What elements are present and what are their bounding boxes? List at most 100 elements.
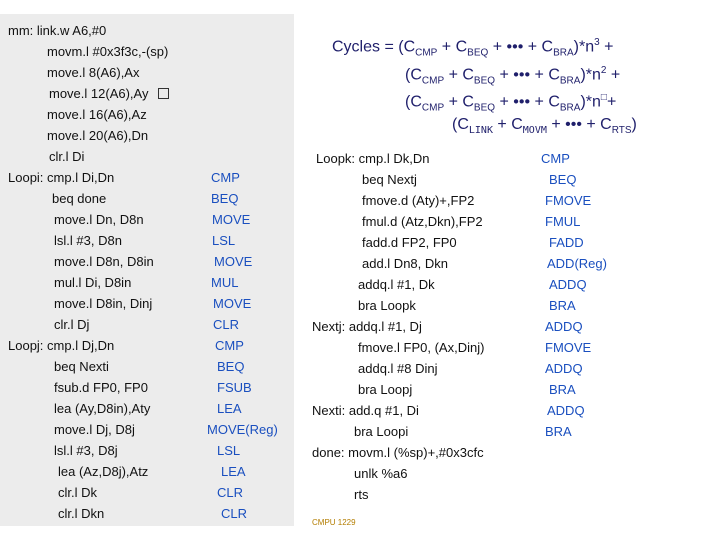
op-label: CLR: [217, 485, 244, 500]
formula-text: (C: [452, 116, 469, 133]
formula-subscript: BRA: [559, 102, 581, 114]
cycles-formula-line-3: (CCMP + CBEQ + ••• + CBRA)*n□+: [405, 88, 616, 119]
op-label: ADDQ: [547, 403, 585, 418]
op-label: FMUL: [545, 214, 581, 229]
cycles-formula-line-1: Cycles = (CCMP + CBEQ + ••• + CBRA)*n3 +: [332, 33, 613, 64]
code-line: rts: [354, 487, 369, 502]
code-line: move.l 16(A6),Az: [47, 107, 147, 122]
code-line: move.l 20(A6),Dn: [47, 128, 149, 143]
code-line: Loopi: cmp.l Di,Dn: [8, 170, 115, 185]
code-line: addq.l #8 Dinj: [358, 361, 438, 376]
code-line: fmove.l FP0, (Ax,Dinj): [358, 340, 485, 355]
formula-subscript: RTS: [611, 125, 632, 137]
code-line: clr.l Di: [49, 149, 85, 164]
op-label: FMOVE: [545, 340, 592, 355]
op-label: LSL: [217, 443, 241, 458]
code-line: lsl.l #3, D8n: [54, 233, 122, 248]
op-label: MOVE: [214, 254, 253, 269]
formula-exponent: □: [600, 92, 607, 103]
code-line: move.l D8n, D8in: [54, 254, 154, 269]
cycles-formula-line-2: (CCMP + CBEQ + ••• + CBRA)*n2 +: [405, 61, 620, 92]
code-line: fmove.d (Aty)+,FP2: [362, 193, 475, 208]
formula-subscript: BEQ: [473, 75, 496, 87]
cycles-formula-line-4: (CLINK + CMOVM + ••• + CRTS): [452, 115, 637, 141]
op-label: BRA: [549, 382, 576, 397]
op-label: CMP: [541, 151, 570, 166]
formula-subscript: CMP: [415, 47, 438, 59]
op-label: BEQ: [549, 172, 577, 187]
op-label: CMP: [215, 338, 244, 353]
code-line: fadd.d FP2, FP0: [362, 235, 457, 250]
op-label: CLR: [213, 317, 240, 332]
formula-exponent: 2: [600, 65, 607, 76]
formula-text: + C: [437, 38, 468, 56]
code-line: beq Nexti: [54, 359, 109, 374]
code-line: mm: link.w A6,#0: [8, 23, 107, 38]
formula-text: + C: [444, 93, 474, 111]
formula-text: + ••• + C: [488, 38, 554, 56]
op-label: CMP: [211, 170, 240, 185]
code-line: Nexti: add.q #1, Di: [312, 403, 419, 418]
op-label: FMOVE: [545, 193, 592, 208]
formula-text: + C: [444, 66, 474, 84]
code-line: add.l Dn8, Dkn: [362, 256, 448, 271]
code-line: clr.l Dj: [54, 317, 90, 332]
code-line: bra Loopj: [358, 382, 413, 397]
code-line: bra Loopi: [354, 424, 409, 439]
op-label: CLR: [221, 506, 248, 521]
formula-text: ): [631, 116, 637, 133]
formula-text: )*n: [580, 66, 601, 84]
formula-subscript: BRA: [553, 47, 574, 59]
code-line: move.l Dj, D8j: [54, 422, 135, 437]
code-line: bra Loopk: [358, 298, 416, 313]
formula-text: (C: [405, 93, 422, 111]
op-label: ADDQ: [549, 277, 587, 292]
op-label: MOVE(Reg): [207, 422, 278, 437]
code-line: lea (Ay,D8in),Aty: [54, 401, 151, 416]
code-line: clr.l Dkn: [58, 506, 105, 521]
code-line: fsub.d FP0, FP0: [54, 380, 148, 395]
code-line: move.l D8in, Dinj: [54, 296, 153, 311]
formula-subscript: CMP: [421, 75, 445, 87]
code-line: lea (Az,D8j),Atz: [58, 464, 149, 479]
code-line: Loopk: cmp.l Dk,Dn: [316, 151, 430, 166]
formula-text: + ••• + C: [495, 66, 560, 84]
formula-exponent: 3: [594, 37, 600, 48]
code-line: done: movm.l (%sp)+,#0x3cfc: [312, 445, 484, 460]
formula-text: + ••• + C: [546, 116, 612, 133]
formula-subscript: CMP: [421, 102, 445, 114]
formula-text: +: [599, 38, 614, 56]
op-label: BEQ: [217, 359, 245, 374]
op-label: ADDQ: [545, 361, 583, 376]
op-label: FADD: [549, 235, 584, 250]
formula-text: +: [606, 66, 621, 84]
op-label: BRA: [545, 424, 572, 439]
code-line: addq.l #1, Dk: [358, 277, 435, 292]
formula-subscript: BEQ: [467, 47, 489, 59]
op-label: BRA: [549, 298, 576, 313]
empty-box-icon: [158, 88, 170, 99]
formula-subscript: LINK: [468, 125, 493, 137]
code-line: fmul.d (Atz,Dkn),FP2: [362, 214, 483, 229]
op-label: MOVE: [212, 212, 251, 227]
formula-subscript: BEQ: [473, 102, 496, 114]
code-line: move.l 8(A6),Ax: [47, 65, 140, 80]
op-label: LEA: [221, 464, 246, 479]
op-label: MOVE: [213, 296, 252, 311]
op-label: MUL: [211, 275, 239, 290]
code-line: Nextj: addq.l #1, Dj: [312, 319, 422, 334]
code-line: unlk %a6: [354, 466, 408, 481]
code-line: beq done: [52, 191, 107, 206]
formula-text: )*n: [573, 38, 595, 56]
formula-text: (C: [405, 66, 422, 84]
left-code-panel: mm: link.w A6,#0 movm.l #0x3f3c,-(sp) mo…: [0, 14, 294, 526]
code-line: move.l Dn, D8n: [54, 212, 144, 227]
code-line: clr.l Dk: [58, 485, 97, 500]
footer-label: CMPU 1229: [312, 518, 356, 527]
code-line: beq Nextj: [362, 172, 417, 187]
op-label: BEQ: [211, 191, 239, 206]
formula-text: + C: [492, 116, 523, 133]
code-line: mul.l Di, D8in: [54, 275, 132, 290]
op-label: LEA: [217, 401, 242, 416]
formula-subscript: BRA: [559, 75, 581, 87]
